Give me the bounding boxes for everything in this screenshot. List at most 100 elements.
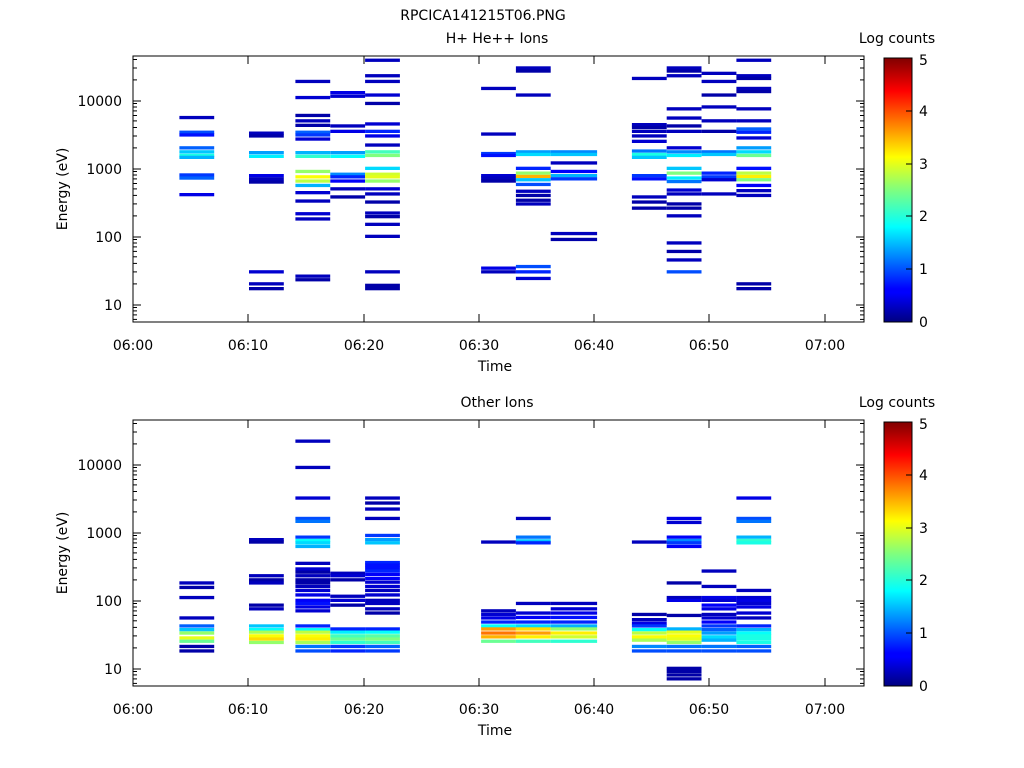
heatmap-cell [330,91,366,95]
heatmap-cell [550,607,598,611]
heatmap-cell [666,150,702,154]
heatmap-cell [365,572,400,577]
heatmap-cell [701,192,737,196]
heatmap-cell [295,570,331,574]
heatmap-cell [701,603,737,607]
colorbar-label-h-ions: Log counts [859,31,935,47]
heatmap-cell [365,533,400,538]
heatmap-cell [295,519,331,523]
heatmap-cell [631,638,667,642]
heatmap-cell [736,538,772,543]
heatmap-cell [666,516,702,521]
heatmap-cell [666,124,702,128]
heatmap-cell [666,74,702,78]
heatmap-cell [481,151,516,156]
heatmap-cell [365,134,400,138]
heatmap-cell [631,195,667,199]
y-tick-label: 100 [95,230,122,246]
heatmap-cell [515,615,551,620]
heatmap-cell [550,635,598,639]
heatmap-cell [330,630,366,634]
heatmap-cell [295,649,331,653]
heatmap-cell [515,166,551,170]
heatmap-cell [295,183,331,188]
x-tick: 06:10 [228,56,268,354]
heatmap-cell [701,638,737,642]
heatmap-cell [515,627,551,631]
heatmap-cell [481,179,516,183]
colorbar-tick: 5 [906,417,928,433]
heatmap-cell [481,631,516,635]
x-tick: 06:20 [344,420,384,718]
heatmap-cell [365,122,400,126]
heatmap-cell [481,616,516,620]
heatmap-cell [365,649,400,653]
heatmap-cell [666,179,702,184]
x-tick-label: 06:30 [459,702,499,718]
heatmap-cell [736,282,772,286]
heatmap-cell [666,634,702,638]
heatmap-cell [330,627,366,631]
heatmap-cell [550,620,598,624]
heatmap-cell [736,516,772,521]
heatmap-cell [295,584,331,589]
heatmap-cell [249,538,284,542]
heatmap-cell [515,535,551,539]
heatmap-cell [736,107,772,111]
heatmap-cell [365,153,400,158]
heatmap-cell [736,153,772,158]
heatmap-cell [365,200,400,204]
heatmap-cell [295,538,331,543]
heatmap-cell [330,634,366,638]
heatmap-cell [365,211,400,215]
heatmap-cell [295,578,331,582]
heatmap-cell [481,620,516,624]
heatmap-cell [736,611,772,615]
heatmap-cell [550,631,598,635]
colorbar-gradient [884,422,912,686]
heatmap-cell [515,264,551,269]
heatmap-cell [666,630,702,634]
heatmap-cell [666,176,702,180]
x-axis-label-other-ions: Time [477,723,512,739]
heatmap-cell [666,644,702,649]
colorbar-tick: 5 [906,53,928,69]
heatmap-cell [330,175,366,179]
heatmap-cell [365,538,400,542]
x-tick: 06:10 [228,420,268,718]
heatmap-cell [481,132,516,136]
heatmap-cell [330,94,366,98]
heatmap-cell [666,538,702,543]
heatmap-cell [631,134,667,138]
x-tick-label: 06:00 [113,702,153,718]
heatmap-cell [701,569,737,573]
heatmap-cell [666,520,702,525]
heatmap-cell [330,649,366,653]
heatmap-cell [736,616,772,620]
heatmap-cell [330,640,366,645]
heatmap-cell [701,584,737,589]
heatmap-cell [736,150,772,154]
panel-title-h-ions: H+ He++ Ions [446,31,549,47]
x-axis-other-ions: 06:00 06:10 06:20 06:30 06:40 06:50 07:0… [113,420,845,718]
heatmap-cell [736,519,772,523]
heatmap-cell [365,215,400,219]
heatmap-cell [515,620,551,624]
heatmap-cell [330,154,366,158]
heatmap-cell [666,171,702,175]
heatmap-cell [365,101,400,106]
y-tick-label: 100 [95,594,122,610]
y-minor-ticks-other-ions [133,423,864,684]
heatmap-cell [701,631,737,635]
heatmap-cell [365,627,400,631]
heatmap-cell [179,616,215,620]
heatmap-cell [515,539,551,543]
heatmap-cell [666,270,702,274]
heatmap-cell [365,93,400,97]
heatmap-cell [701,79,737,84]
heatmap-cell [295,133,331,137]
colorbar-tick-label: 2 [919,573,928,589]
x-tick-label: 06:20 [344,702,384,718]
heatmap-cell [365,74,400,78]
heatmap-cell [365,516,400,521]
